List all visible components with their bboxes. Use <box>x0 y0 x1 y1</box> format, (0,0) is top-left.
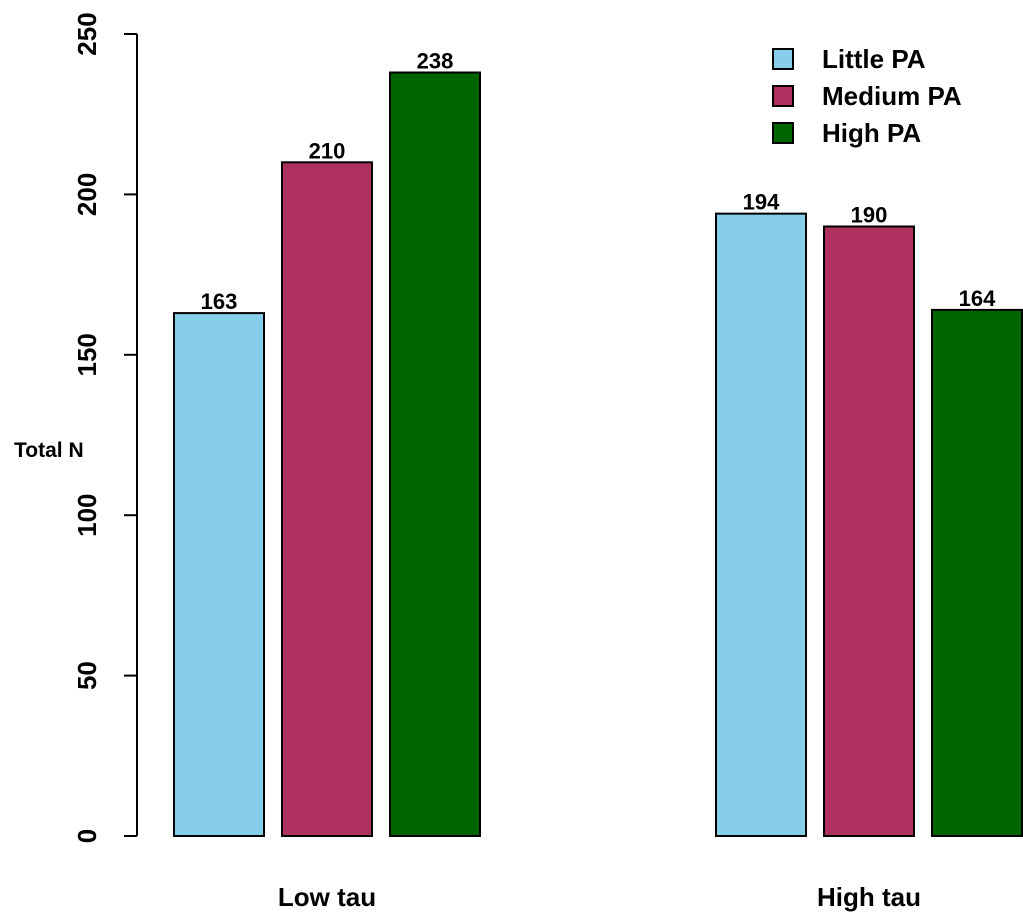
legend: Little PA Medium PA High PA <box>772 44 962 148</box>
legend-label: High PA <box>822 118 921 148</box>
category-label: Low tau <box>278 882 376 912</box>
category-labels: Low tau High tau <box>278 882 921 912</box>
category-label: High tau <box>817 882 921 912</box>
bar-value-label: 210 <box>309 138 346 163</box>
bar <box>281 161 373 837</box>
legend-label: Little PA <box>822 44 926 74</box>
bar-value-label: 163 <box>201 289 238 314</box>
legend-swatch <box>772 85 794 107</box>
bar-value-label: 194 <box>743 190 780 215</box>
bar <box>389 71 481 838</box>
data-labels: 163 210 238 194 190 164 <box>201 48 996 314</box>
bar-value-label: 164 <box>959 286 996 311</box>
y-axis: 0 50 100 150 200 250 <box>72 12 138 843</box>
legend-swatch <box>772 122 794 144</box>
legend-swatch <box>772 48 794 70</box>
y-tick-label: 100 <box>72 494 102 537</box>
y-tick-label: 0 <box>72 829 102 843</box>
legend-label: Medium PA <box>822 81 962 111</box>
bar <box>823 225 915 838</box>
bars <box>173 71 1023 838</box>
bar <box>715 212 807 837</box>
bar <box>931 308 1023 837</box>
y-tick-label: 250 <box>72 12 102 55</box>
bar-value-label: 238 <box>417 48 454 73</box>
y-tick-label: 200 <box>72 173 102 216</box>
y-tick-label: 50 <box>72 661 102 690</box>
y-tick-label: 150 <box>72 333 102 376</box>
bar <box>173 312 265 837</box>
y-axis-label: Total N <box>14 439 84 462</box>
bar-value-label: 190 <box>851 202 888 227</box>
